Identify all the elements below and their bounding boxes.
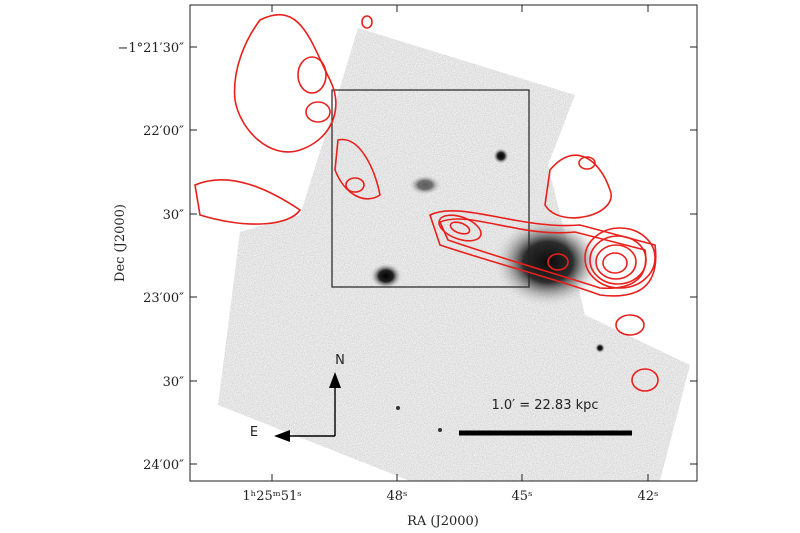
ticks: [190, 5, 697, 481]
zoom-box: [331, 89, 530, 288]
x-tick-label: 1ʰ25ᵐ51ˢ: [242, 489, 301, 504]
y-tick-label: 24′00″: [143, 458, 184, 473]
east-label: E: [250, 425, 258, 440]
x-axis-label: RA (J2000): [407, 514, 479, 529]
y-tick-label: −1°21′30″: [117, 41, 184, 56]
y-tick-label: 30″: [163, 375, 185, 390]
radio-contours: [194, 13, 659, 392]
plot-frame: [189, 4, 698, 482]
north-label: N: [335, 353, 345, 368]
x-tick-label: 48ˢ: [387, 489, 408, 504]
x-tick-label: 42ˢ: [638, 489, 659, 504]
compass: [274, 372, 341, 442]
y-axis-label: Dec (J2000): [113, 204, 128, 282]
x-tick-label: 45ˢ: [512, 489, 533, 504]
y-tick-label: 22′00″: [143, 124, 184, 139]
y-tick-label: 30″: [163, 208, 185, 223]
y-tick-label: 23′00″: [143, 291, 184, 306]
sky-image: [194, 13, 690, 481]
scale-bar-label: 1.0′ = 22.83 kpc: [491, 398, 598, 413]
